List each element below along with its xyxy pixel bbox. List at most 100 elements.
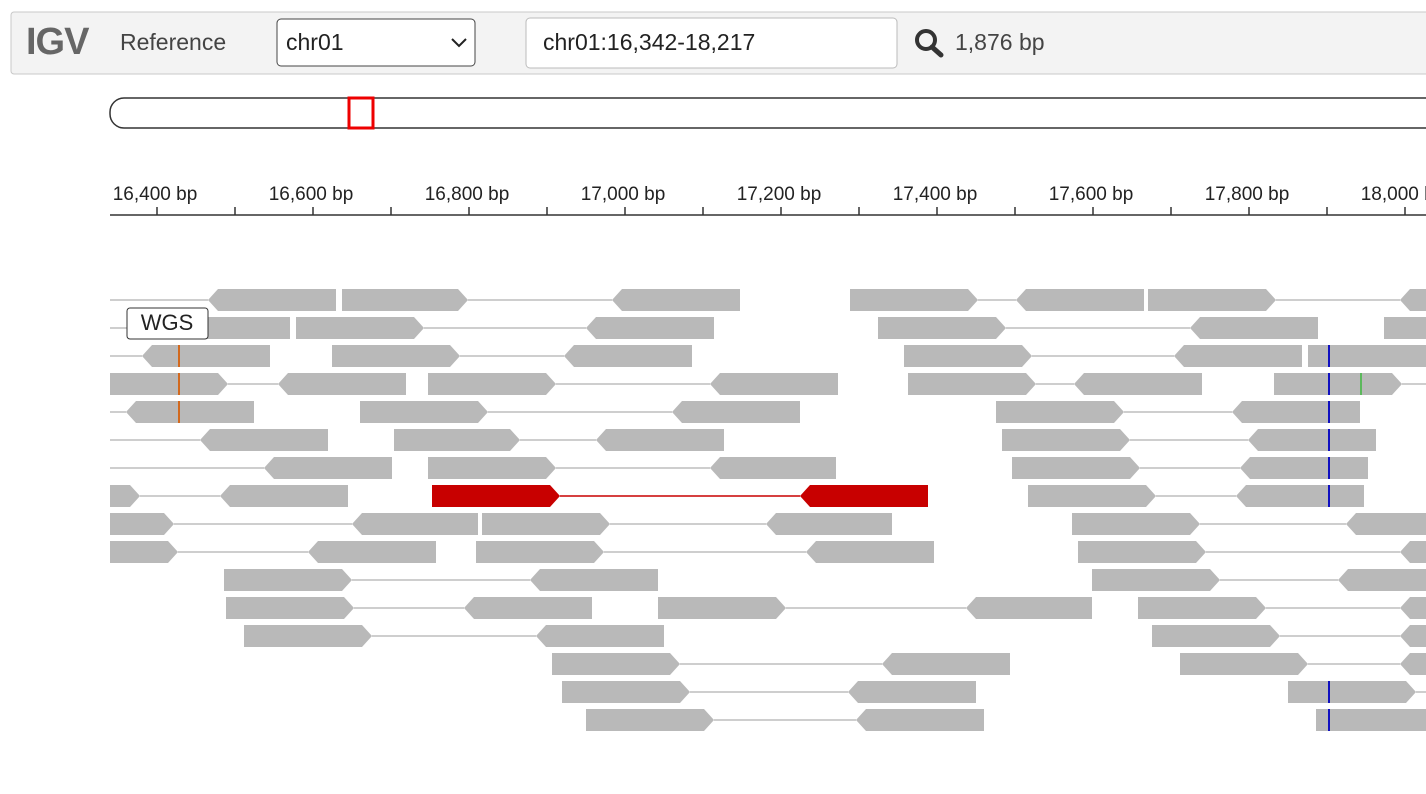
ruler-label: 17,200 bp [737,184,822,205]
read [110,485,140,507]
read [332,345,460,367]
select-value[interactable]: chr01 [286,29,344,55]
read [476,541,604,563]
input-value[interactable]: chr01:16,342-18,217 [543,29,755,55]
read [278,373,406,395]
ruler-label: 17,600 bp [1049,184,1134,205]
read [1274,373,1402,395]
read [1400,289,1426,311]
logo: IGV [26,21,90,63]
read [658,597,786,619]
read [1346,513,1426,535]
read [856,709,984,731]
read [966,597,1092,619]
read [710,457,836,479]
read [110,373,228,395]
read [142,345,270,367]
ruler-labels: 16,400 bp 16,600 bp 16,800 bp 17,000 bp 17,2… [113,184,1426,205]
read [1092,569,1220,591]
input-box[interactable] [525,17,898,69]
ruler-label: 17,000 bp [581,184,666,205]
read [800,485,928,507]
read [878,317,1006,339]
read [1138,597,1266,619]
select-box[interactable] [276,18,476,67]
read [1002,429,1130,451]
read [200,429,328,451]
read [1016,289,1144,311]
ideogram-region [347,96,375,130]
read [1148,289,1276,311]
read [1308,345,1426,367]
read [766,513,892,535]
read [1400,625,1426,647]
read [1180,653,1308,675]
read [296,317,424,339]
read [360,401,488,423]
read [224,569,352,591]
read [562,681,690,703]
read [806,541,934,563]
search-icon[interactable] [915,29,937,51]
read [996,401,1124,423]
ruler-label: 16,400 bp [113,184,198,205]
read [1072,513,1200,535]
read [1078,541,1206,563]
tracks [110,207,1426,731]
read [1174,345,1302,367]
ideogram [109,97,1426,129]
read [1338,569,1426,591]
read [1400,541,1426,563]
read [1400,597,1426,619]
read [1232,401,1360,423]
read [586,317,714,339]
read [536,625,664,647]
read [1316,709,1426,731]
read [1400,653,1426,675]
read [1074,373,1202,395]
read [342,289,468,311]
select-arrow[interactable] [451,38,467,48]
read [110,513,174,535]
read [612,289,740,311]
read [308,541,436,563]
chromosome-select[interactable]: chr01 [276,18,476,67]
read [1384,317,1426,339]
search-icon-handle[interactable] [929,44,944,58]
ruler-label: 18,000 bp [1361,184,1426,205]
ruler-label: 17,800 bp [1205,184,1290,205]
ruler-label: 17,400 bp [893,184,978,205]
read [1190,317,1318,339]
read [482,513,610,535]
read [226,597,354,619]
read [220,485,348,507]
read [1028,485,1156,507]
read [1236,485,1364,507]
ruler-label: 16,600 bp [269,184,354,205]
read [710,373,838,395]
read [672,401,800,423]
read [1152,625,1280,647]
read [530,569,658,591]
locus-input[interactable]: chr01:16,342-18,217 [525,17,898,69]
read [1240,457,1368,479]
read [564,345,692,367]
search-button[interactable] [915,29,944,58]
read [464,597,592,619]
read [352,513,478,535]
track-name: WGS [141,310,194,335]
read [1248,429,1376,451]
read [1288,681,1416,703]
read [110,541,178,563]
read [208,289,336,311]
track-label: WGS [126,307,209,340]
read [552,653,680,675]
track-label-box [126,307,209,340]
read [264,457,392,479]
read [428,373,556,395]
ruler-label: 16,800 bp [425,184,510,205]
read [432,485,560,507]
read [428,457,556,479]
read [586,709,714,731]
